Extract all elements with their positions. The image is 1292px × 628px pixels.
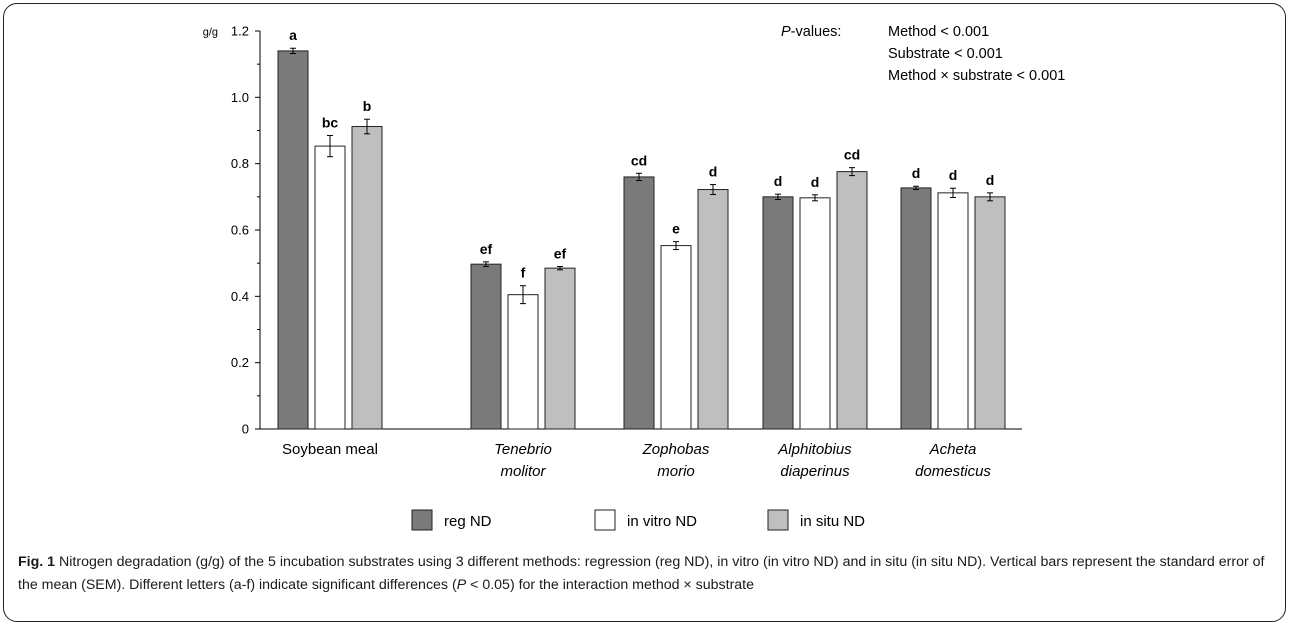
bar: [660, 245, 692, 430]
figure-frame: [3, 3, 1286, 622]
significance-letter: d: [986, 172, 995, 188]
significance-letter: a: [289, 27, 297, 43]
y-axis-unit-label: g/g: [203, 27, 218, 39]
significance-letter: d: [774, 173, 783, 189]
legend-label: in vitro ND: [627, 513, 697, 530]
legend-label: reg ND: [444, 513, 492, 530]
caption-text-b: < 0.05) for the interaction method × sub…: [466, 577, 755, 593]
bar: [470, 263, 502, 430]
x-category-label: molitor: [500, 463, 546, 480]
bar: [544, 267, 576, 430]
bar: [314, 145, 346, 430]
y-tick-label: 0.6: [231, 223, 249, 238]
y-tick-label: 0.2: [231, 355, 249, 370]
caption-label: Fig. 1: [18, 554, 56, 570]
legend-swatch: [767, 509, 789, 531]
bar: [762, 196, 794, 430]
x-category-label: domesticus: [915, 463, 991, 480]
bar: [697, 189, 729, 430]
bar: [623, 176, 655, 430]
y-tick-label: 1.2: [231, 24, 249, 39]
bar: [900, 187, 932, 430]
significance-letter: b: [363, 98, 372, 114]
legend-swatch: [411, 509, 433, 531]
pvalue-line: Substrate < 0.001: [888, 46, 1003, 62]
y-tick-label: 0.8: [231, 156, 249, 171]
bar: [351, 126, 383, 430]
significance-letter: d: [912, 165, 921, 181]
y-tick-label: 1.0: [231, 90, 249, 105]
significance-letter: f: [521, 265, 526, 281]
bar: [507, 294, 539, 430]
significance-letter: d: [709, 164, 718, 180]
x-category-label: Zophobas: [642, 441, 710, 458]
legend-swatch: [594, 509, 616, 531]
significance-letter: ef: [554, 245, 567, 261]
x-category-label: morio: [657, 463, 695, 480]
caption-p-symbol: P: [456, 577, 467, 593]
significance-letter: e: [672, 221, 680, 237]
significance-letter: cd: [844, 147, 860, 163]
significance-letter: cd: [631, 152, 647, 168]
bar: [836, 171, 868, 430]
x-category-label: Soybean meal: [282, 441, 378, 458]
pvalue-line: Method × substrate < 0.001: [888, 68, 1065, 84]
y-tick-label: 0.4: [231, 289, 249, 304]
bar: [799, 197, 831, 430]
pvalue-line: Method < 0.001: [888, 24, 989, 40]
significance-letter: ef: [480, 241, 493, 257]
caption-text-a: Nitrogen degradation (g/g) of the 5 incu…: [18, 554, 1265, 593]
bar: [974, 196, 1006, 430]
figure-caption: Fig. 1 Nitrogen degradation (g/g) of the…: [18, 551, 1273, 597]
x-category-label: Tenebrio: [494, 441, 552, 458]
x-category-label: diaperinus: [780, 463, 850, 480]
bar-chart: 0 0.2 0.4 0.6 0.8 1.0 1.2 g/g a ef cd d d bc f e d d b ef d c…: [203, 24, 1065, 531]
significance-letter: d: [949, 167, 958, 183]
legend-label: in situ ND: [800, 513, 865, 530]
y-tick-label: 0: [242, 422, 249, 437]
pvalues-heading: P-values:: [781, 24, 841, 40]
significance-letter: bc: [322, 114, 339, 130]
bar: [937, 192, 969, 430]
x-category-label: Acheta: [929, 441, 977, 458]
significance-letter: d: [811, 174, 820, 190]
x-category-label: Alphitobius: [777, 441, 852, 458]
bar: [277, 50, 309, 430]
